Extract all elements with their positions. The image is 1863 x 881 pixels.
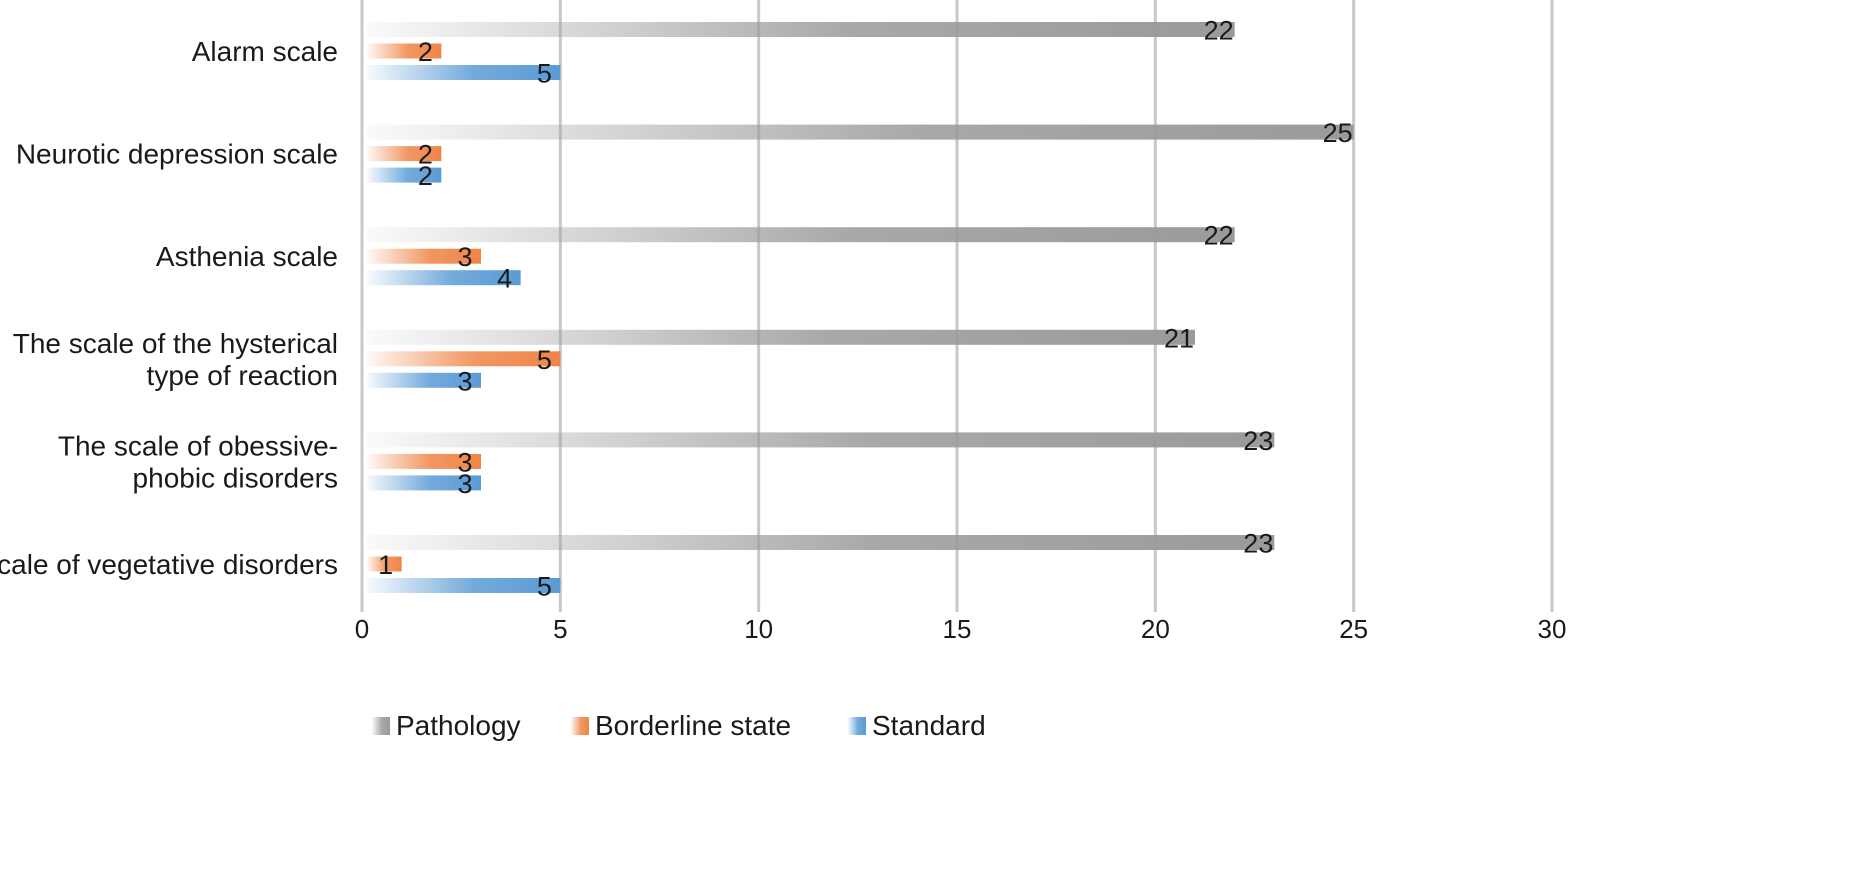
data-label-standard-3: 4 <box>497 264 512 294</box>
bar-borderline-state-3 <box>367 248 481 264</box>
category-label-5-line-1: The scale of obessive- <box>58 430 338 461</box>
data-label-borderline-state-5: 3 <box>457 447 472 477</box>
category-label-2: Neurotic depression scale <box>16 139 338 170</box>
data-label-pathology-3: 22 <box>1204 221 1234 251</box>
data-label-pathology-2: 25 <box>1323 118 1353 148</box>
data-label-borderline-state-3: 3 <box>457 242 472 272</box>
bar-pathology-6 <box>367 535 1275 550</box>
x-tick-label-15: 15 <box>943 614 972 644</box>
bar-pathology-3 <box>367 227 1235 243</box>
data-label-pathology-1: 22 <box>1204 16 1234 46</box>
legend-label-borderline-state: Borderline state <box>595 710 791 741</box>
category-label-4-line-2: type of reaction <box>147 360 338 391</box>
category-label-3: Asthenia scale <box>156 241 338 272</box>
data-label-borderline-state-1: 2 <box>418 37 433 67</box>
legend-label-standard: Standard <box>872 710 986 741</box>
x-tick-label-10: 10 <box>744 614 773 644</box>
data-label-borderline-state-6: 1 <box>378 550 393 580</box>
data-label-standard-1: 5 <box>537 59 552 89</box>
legend-label-pathology: Pathology <box>396 710 521 741</box>
x-tick-label-0: 0 <box>355 614 369 644</box>
bar-standard-2 <box>367 167 442 183</box>
bar-standard-3 <box>367 270 521 286</box>
bar-pathology-1 <box>367 22 1235 37</box>
legend: Pathology Borderline state Standard <box>372 710 986 741</box>
data-label-borderline-state-2: 2 <box>418 140 433 170</box>
data-label-standard-5: 3 <box>457 469 472 499</box>
gridlines <box>360 0 1554 612</box>
x-tick-label-20: 20 <box>1141 614 1170 644</box>
category-label-6: Scale of vegetative disorders <box>0 549 338 580</box>
bar-pathology-2 <box>367 124 1354 140</box>
bar-borderline-state-2 <box>367 146 442 162</box>
data-label-pathology-4: 21 <box>1164 323 1194 353</box>
bar-standard-6 <box>367 578 561 593</box>
x-tick-label-5: 5 <box>553 614 567 644</box>
data-label-standard-4: 3 <box>457 366 472 396</box>
x-tick-label-25: 25 <box>1339 614 1368 644</box>
bar-standard-5 <box>367 475 481 491</box>
legend-swatch-standard <box>848 717 866 735</box>
x-axis-tick-labels: 0 5 10 15 20 25 30 <box>355 614 1567 644</box>
data-label-pathology-5: 23 <box>1243 426 1273 456</box>
bar-standard-4 <box>367 372 481 388</box>
data-label-borderline-state-4: 5 <box>537 345 552 375</box>
data-label-pathology-6: 23 <box>1243 529 1273 559</box>
bar-borderline-state-4 <box>367 351 561 367</box>
category-label-1: Alarm scale <box>192 36 338 67</box>
category-label-5-line-2: phobic disorders <box>133 462 338 493</box>
category-label-4-line-1: The scale of the hysterical <box>13 328 338 359</box>
bar-pathology-4 <box>367 329 1195 345</box>
x-tick-label-30: 30 <box>1538 614 1567 644</box>
data-label-standard-6: 5 <box>537 572 552 602</box>
bar-borderline-state-6 <box>367 556 402 572</box>
data-label-standard-2: 2 <box>418 161 433 191</box>
bars <box>367 22 1354 593</box>
bar-borderline-state-5 <box>367 453 481 469</box>
bar-borderline-state-1 <box>367 43 442 59</box>
bar-pathology-5 <box>367 432 1275 448</box>
bar-standard-1 <box>367 65 561 80</box>
legend-swatch-pathology <box>372 717 390 735</box>
category-labels: Alarm scale Neurotic depression scale Asth… <box>0 36 338 580</box>
legend-swatch-borderline-state <box>571 717 589 735</box>
